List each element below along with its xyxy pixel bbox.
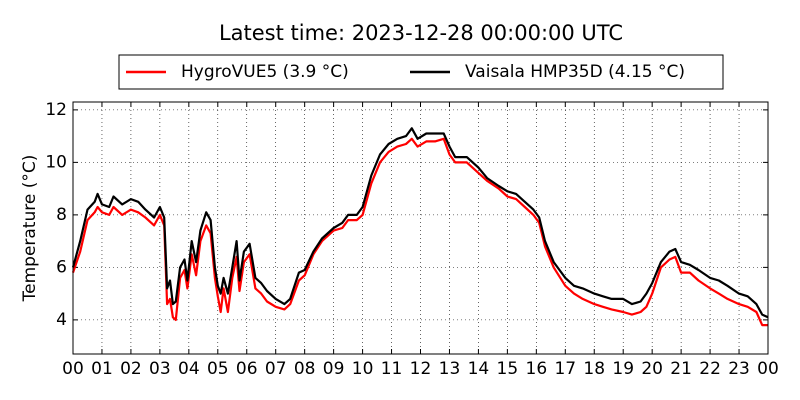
x-tick-label: 02 bbox=[120, 359, 142, 379]
x-tick-label: 19 bbox=[612, 359, 634, 379]
x-tick-label: 04 bbox=[178, 359, 200, 379]
x-tick-label: 18 bbox=[583, 359, 605, 379]
data-line bbox=[71, 127, 769, 319]
x-tick-label: 23 bbox=[728, 359, 750, 379]
x-tick-label: 22 bbox=[699, 359, 721, 379]
x-tick-label: 05 bbox=[207, 359, 229, 379]
y-tick-label: 4 bbox=[56, 310, 67, 330]
x-tick-label: 00 bbox=[62, 359, 84, 379]
x-tick-label: 17 bbox=[554, 359, 576, 379]
x-tick-label: 09 bbox=[323, 359, 345, 379]
data-line bbox=[71, 137, 768, 327]
x-tick-label: 15 bbox=[497, 359, 519, 379]
x-tick-label: 08 bbox=[294, 359, 316, 379]
x-tick-label: 01 bbox=[91, 359, 113, 379]
x-tick-label: 06 bbox=[236, 359, 258, 379]
y-tick-label: 8 bbox=[56, 205, 67, 225]
y-tick-label: 6 bbox=[56, 257, 67, 277]
x-tick-label: 20 bbox=[641, 359, 663, 379]
x-tick-label: 21 bbox=[670, 359, 692, 379]
y-axis-label: Temperature (°C) bbox=[20, 155, 40, 303]
y-tick-label: 10 bbox=[45, 152, 67, 172]
x-tick-label: 14 bbox=[468, 359, 490, 379]
plot-frame bbox=[72, 101, 769, 355]
x-tick-label: 13 bbox=[439, 359, 461, 379]
legend-label: HygroVUE5 (3.9 °C) bbox=[181, 62, 349, 82]
chart-title: Latest time: 2023-12-28 00:00:00 UTC bbox=[219, 21, 623, 45]
y-tick-label: 12 bbox=[45, 100, 67, 120]
x-tick-label: 12 bbox=[410, 359, 432, 379]
x-tick-label: 00 bbox=[757, 359, 779, 379]
x-tick-label: 11 bbox=[381, 359, 403, 379]
legend-label: Vaisala HMP35D (4.15 °C) bbox=[465, 62, 685, 82]
x-tick-label: 07 bbox=[265, 359, 287, 379]
x-tick-label: 10 bbox=[352, 359, 374, 379]
x-tick-label: 03 bbox=[149, 359, 171, 379]
x-tick-label: 16 bbox=[526, 359, 548, 379]
